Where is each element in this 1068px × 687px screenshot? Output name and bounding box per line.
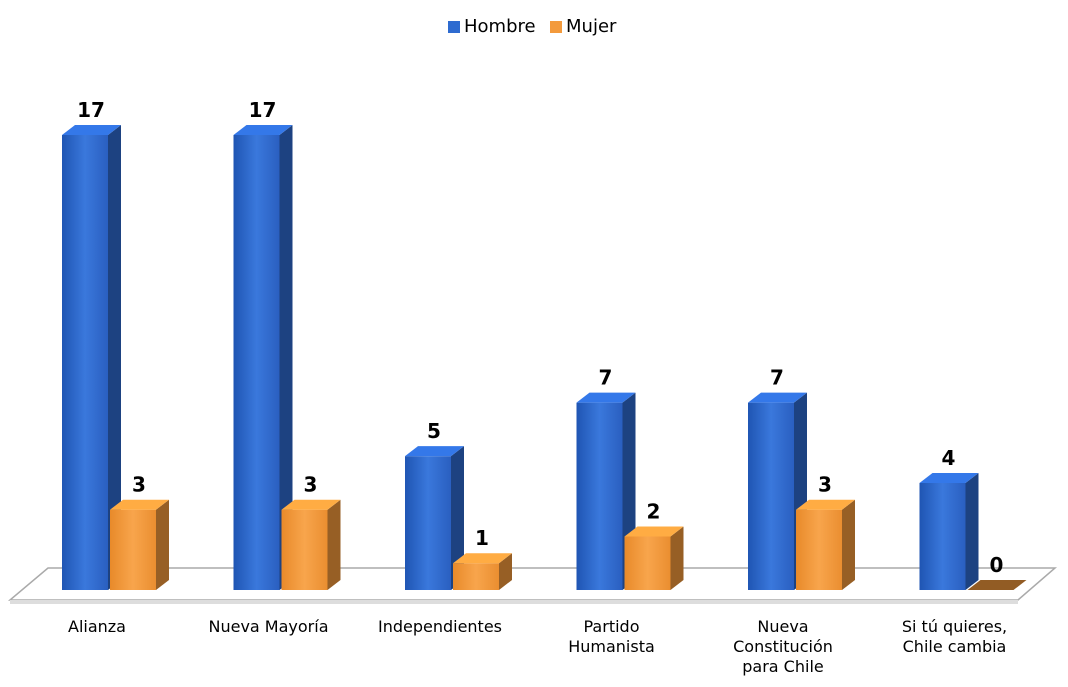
bar-side — [670, 526, 684, 590]
value-label: 1 — [475, 526, 489, 550]
bar — [919, 482, 966, 590]
bar-top — [110, 499, 169, 510]
floor-edge — [10, 600, 1018, 604]
bar-top — [796, 499, 855, 510]
value-label: 7 — [599, 366, 613, 390]
bar-side — [842, 499, 855, 590]
bar-side — [965, 472, 979, 590]
x-tick-label: Nueva Constitución para Chile — [733, 617, 833, 676]
bar — [233, 135, 280, 590]
bar-top — [233, 125, 293, 135]
bar — [405, 456, 451, 590]
bar-side — [451, 446, 464, 590]
x-tick-label: Si tú quieres, Chile cambia — [901, 617, 1008, 656]
bar-top — [62, 125, 121, 135]
legend-swatch — [448, 21, 460, 33]
bar-top — [281, 499, 341, 510]
value-label: 3 — [818, 473, 832, 497]
bar-side — [499, 553, 512, 590]
bar-top — [453, 553, 512, 564]
legend-label: Mujer — [566, 16, 617, 37]
bar-top — [576, 392, 636, 403]
bar-side — [108, 125, 121, 590]
x-tick-label: Partido Humanista — [568, 617, 655, 656]
bar — [624, 536, 671, 590]
value-label: 17 — [249, 98, 277, 122]
x-tick-label: Alianza — [68, 617, 126, 636]
bar — [62, 135, 108, 590]
bar — [796, 509, 842, 590]
bar-side — [327, 499, 341, 590]
bar — [281, 509, 328, 590]
bar-side — [279, 125, 293, 590]
value-label: 4 — [942, 446, 956, 470]
value-label: 5 — [427, 419, 441, 443]
value-label: 7 — [770, 366, 784, 390]
value-label: 17 — [77, 98, 105, 122]
value-label: 2 — [647, 499, 661, 523]
bar-top — [624, 526, 684, 537]
bar — [967, 580, 1027, 590]
bar-top — [748, 392, 807, 403]
bar-top — [405, 446, 464, 457]
bar — [110, 509, 156, 590]
value-label: 0 — [990, 553, 1004, 577]
bar — [576, 402, 623, 590]
legend-swatch — [550, 21, 562, 33]
value-label: 3 — [132, 473, 146, 497]
x-tick-label: Nueva Mayoría — [208, 617, 329, 636]
bar-side — [156, 499, 169, 590]
legend-label: Hombre — [464, 16, 536, 37]
x-tick-label: Independientes — [377, 617, 503, 636]
value-label: 3 — [304, 473, 318, 497]
bar — [748, 402, 794, 590]
bar-top — [919, 472, 979, 483]
bar — [453, 563, 499, 590]
